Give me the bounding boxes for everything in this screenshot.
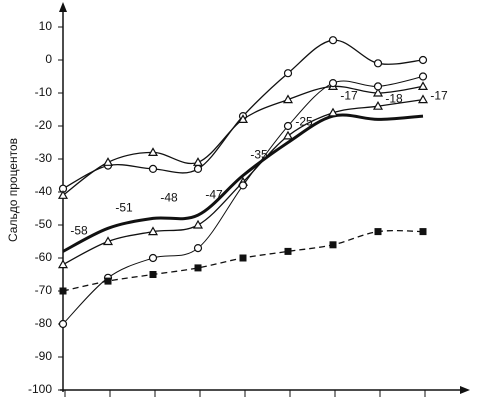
point-marker xyxy=(329,241,337,249)
point-marker xyxy=(283,69,293,78)
point-marker xyxy=(418,55,428,65)
y-tick-label: -50 xyxy=(35,217,53,231)
point-marker xyxy=(57,259,69,269)
point-marker xyxy=(237,114,249,124)
data-label: -17 xyxy=(430,88,448,102)
point-marker xyxy=(192,219,204,229)
point-marker xyxy=(372,100,384,110)
point-marker xyxy=(193,244,203,253)
point-marker xyxy=(102,157,114,166)
point-marker xyxy=(193,164,203,173)
point-marker xyxy=(102,236,114,246)
y-tick-label: 0 xyxy=(45,52,52,66)
point-marker xyxy=(372,87,384,97)
point-marker xyxy=(328,36,338,45)
data-label: -47 xyxy=(205,187,223,201)
y-tick-label: -80 xyxy=(35,316,53,330)
point-marker xyxy=(238,181,248,190)
point-marker xyxy=(57,190,69,199)
data-label: -48 xyxy=(160,191,178,205)
point-marker xyxy=(147,226,159,236)
y-tick-label: -10 xyxy=(35,85,53,99)
point-marker xyxy=(104,277,112,285)
point-marker xyxy=(282,94,294,104)
point-marker xyxy=(374,228,382,236)
point-marker xyxy=(373,82,383,91)
data-label: -35 xyxy=(250,148,268,162)
data-label: -51 xyxy=(115,200,133,214)
point-marker xyxy=(147,147,159,156)
y-tick-label: -60 xyxy=(35,250,53,264)
series-line xyxy=(62,113,424,253)
point-marker xyxy=(373,59,383,68)
point-marker xyxy=(327,107,339,117)
point-marker xyxy=(239,254,247,262)
y-tick-label: -20 xyxy=(35,118,53,132)
y-tick-label: -70 xyxy=(35,283,53,297)
data-label: -17 xyxy=(340,88,358,102)
point-marker xyxy=(328,78,338,88)
point-marker xyxy=(417,94,429,104)
data-label: -18 xyxy=(385,92,403,106)
point-marker xyxy=(58,319,68,329)
y-axis-arrow xyxy=(59,2,67,12)
point-marker xyxy=(419,228,427,236)
point-marker xyxy=(417,81,429,91)
point-marker xyxy=(148,164,158,173)
point-marker xyxy=(194,264,202,272)
point-marker xyxy=(284,247,292,255)
y-axis-label: Сальдо процентов xyxy=(6,138,20,242)
point-marker xyxy=(192,157,204,166)
y-tick-label: -40 xyxy=(35,184,53,198)
x-axis-arrow xyxy=(460,386,470,394)
point-marker xyxy=(282,130,294,140)
point-marker xyxy=(59,287,67,295)
point-marker xyxy=(148,253,158,263)
data-label: -25 xyxy=(295,115,313,129)
point-marker xyxy=(149,271,157,278)
y-tick-label: -90 xyxy=(35,349,53,363)
y-tick-label: -100 xyxy=(28,382,52,396)
point-marker xyxy=(283,121,293,131)
data-label: -58 xyxy=(70,224,88,238)
y-tick-label: 10 xyxy=(39,19,53,33)
y-tick-label: -30 xyxy=(35,151,53,165)
point-marker xyxy=(418,72,428,81)
